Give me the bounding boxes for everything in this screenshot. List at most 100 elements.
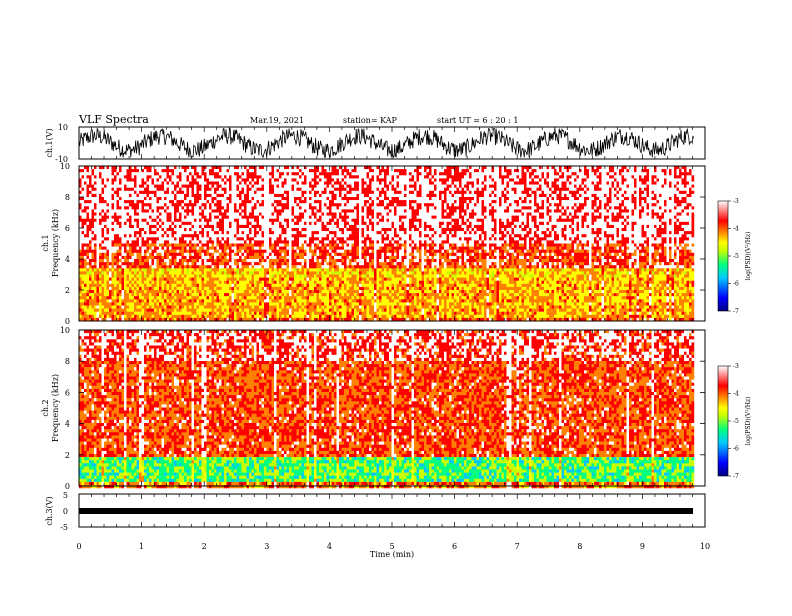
ch1-spectrogram-cell [111, 255, 115, 260]
ch1-spectrogram-cell [86, 286, 90, 291]
ch1-spectrogram-cell [181, 203, 185, 207]
ch1-spectrogram-cell [134, 228, 137, 232]
ch1-spectrogram-cell [139, 246, 142, 250]
ch1-spectrogram-cell [129, 234, 132, 238]
ch1-spectrogram-cell [251, 252, 255, 257]
ch1-spectrogram-cell [131, 262, 135, 266]
ch1-spectrogram-cell [139, 190, 142, 195]
ch1-spectrogram-cell [191, 305, 195, 309]
ch1-spectrogram-cell [296, 290, 300, 294]
ch1-spectrogram-cell [94, 296, 97, 300]
ch1-spectrogram-cell [256, 262, 260, 266]
ch1-spectrogram-cell [119, 299, 122, 303]
ch1-spectrogram-cell [249, 175, 252, 179]
ch1-spectrogram-cell [196, 237, 200, 241]
ch1-spectrogram-cell [196, 224, 200, 229]
ch1-spectrogram-cell [121, 206, 125, 210]
ch1-spectrogram-cell [291, 314, 295, 319]
ch1-spectrogram-cell [251, 271, 255, 275]
ch1-spectrogram-cell [156, 209, 160, 213]
ch1-spectrogram-cell [144, 181, 147, 185]
ch1-spectrogram-cell [186, 246, 190, 250]
ch1-spectrogram-cell [251, 286, 255, 291]
ch1-spectrogram-cell [219, 218, 222, 222]
ch1-spectrogram-cell [196, 181, 200, 185]
ch1-spectrogram-cell [284, 252, 287, 257]
ch1-spectrogram-cell [136, 240, 140, 244]
ch1-spectrogram-cell [96, 231, 100, 235]
ch1-spectrogram-cell [176, 274, 180, 278]
ch1-spectrogram-cell [299, 224, 302, 229]
ch1-spectrogram-cell [269, 290, 272, 294]
ch1-spectrogram-cell [296, 252, 300, 257]
ch1-spectrogram-cell [216, 218, 220, 222]
ch1-spectrogram-cell [86, 268, 90, 272]
ch1-spectrogram-cell [149, 200, 152, 204]
ch1-spectrogram-cell [169, 209, 172, 213]
ch1-spectrogram-cell [324, 181, 327, 185]
ch1-spectrogram-cell [221, 215, 225, 219]
ch1-spectrogram-cell [294, 200, 297, 204]
ch1-spectrogram-cell [309, 277, 312, 281]
ch1-spectrogram-cell [274, 209, 277, 213]
ch1-spectrogram-cell [271, 252, 275, 257]
ch1-spectrogram-cell [214, 224, 217, 229]
ch1-spectrogram-cell [196, 203, 200, 207]
ch1-spectrogram-cell [106, 181, 110, 185]
ch1-spectrogram-cell [234, 255, 237, 260]
ch1-spectrogram-cell [109, 190, 112, 195]
ch1-spectrogram-cell [256, 206, 260, 210]
ch1-spectrogram-cell [309, 181, 312, 185]
ch1-spectrogram-cell [264, 228, 267, 232]
ch1-spectrogram-cell [224, 218, 227, 222]
ch1-spectrogram-cell [236, 172, 240, 176]
ch1-spectrogram-cell [146, 166, 150, 170]
ch1-spectrogram-cell [264, 246, 267, 250]
ch1-spectrogram-cell [171, 240, 175, 244]
ch1-spectrogram-cell [321, 271, 325, 275]
ch1-spectrogram-cell [284, 255, 287, 260]
ch1-spectrogram-cell [314, 187, 317, 191]
ch1-spectrogram-cell [104, 317, 107, 322]
ch1-spectrogram-cell [256, 268, 260, 272]
ch1-spectrogram-cell [249, 296, 252, 300]
ch1-spectrogram-cell [314, 203, 317, 207]
ch1-spectrogram-cell [171, 262, 175, 266]
ch1-spectrogram-cell [156, 166, 160, 170]
ch1-spectrogram-cell [136, 271, 140, 275]
ch1-spectrogram-cell [174, 234, 177, 238]
ch1-spectrogram-cell [196, 299, 200, 303]
ch1-spectrogram-cell [241, 190, 245, 195]
ch1-spectrogram-cell [241, 246, 245, 250]
ch1-spectrogram-cell [99, 308, 102, 312]
ch1-spectrogram-cell [296, 218, 300, 222]
ch1-spectrogram-cell [279, 203, 282, 207]
ch1-spectrogram-cell [194, 169, 197, 173]
ch1-spectrogram-cell [121, 293, 125, 297]
ch1-spectrogram-cell [209, 181, 212, 185]
ch1-spectrogram-cell [214, 203, 217, 207]
ch1-spectrogram-cell [326, 224, 330, 229]
ch1-spectrogram-cell [299, 274, 302, 278]
ch1-spectrogram-cell [79, 252, 82, 257]
ch1-spectrogram-cell [144, 246, 147, 250]
ch1-spectrogram-cell [301, 311, 305, 315]
ch1-spectrogram-cell [254, 212, 257, 216]
ch1-spectrogram-cell [91, 181, 95, 185]
ch1-spectrogram-cell [159, 212, 162, 216]
ch1-spectrogram-cell [256, 246, 260, 250]
ch1-spectrogram-cell [96, 209, 100, 213]
ch1-spectrogram-cell [214, 212, 217, 216]
ch1-spectrogram-cell [304, 305, 307, 309]
ch1-spectrogram-cell [169, 314, 172, 319]
ch1-spectrogram-cell [314, 175, 317, 179]
ch1-spectrogram-cell [264, 215, 267, 219]
ch1-spectrogram-cell [259, 240, 262, 244]
ch1-spectrogram-cell [209, 234, 212, 238]
ch1-spectrogram-cell [79, 237, 82, 241]
ch1-spectrogram-cell [109, 255, 112, 260]
ch1-spectrogram-cell [286, 181, 290, 185]
ch1-spectrogram-cell [191, 166, 195, 170]
ch1-spectrogram-cell [236, 209, 240, 213]
ch1-spectrogram-cell [264, 231, 267, 235]
